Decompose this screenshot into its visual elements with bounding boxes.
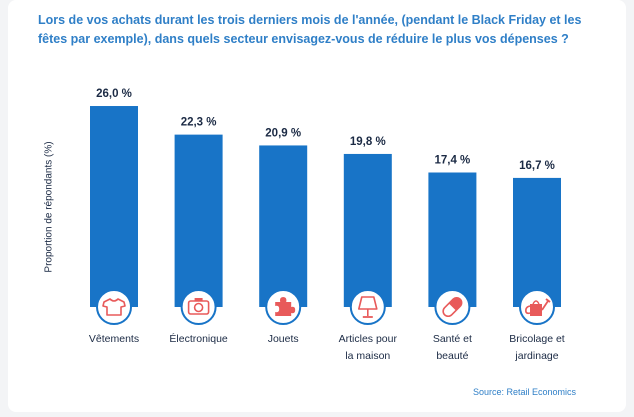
bar-1	[90, 106, 138, 308]
value-label: 19,8 %	[350, 136, 386, 148]
puzzle-icon	[265, 289, 302, 325]
bar-4	[343, 153, 392, 307]
tshirt-icon	[96, 289, 132, 325]
lamp-icon	[349, 289, 386, 325]
category-label: Articles pour la maison	[339, 333, 398, 362]
category-label: Électronique	[169, 332, 228, 345]
camera-icon	[180, 289, 217, 325]
category-label: Vêtements	[89, 333, 139, 345]
value-label: 26,0 %	[96, 88, 132, 100]
category-label: Santé et beauté	[433, 333, 472, 362]
value-label: 22,3 %	[181, 117, 217, 129]
value-label: 16,7 %	[519, 160, 555, 172]
category-label: Bricolage et jardinage	[509, 333, 565, 362]
pill-icon	[434, 289, 471, 325]
chart-title: Lors de vos achats durant les trois dern…	[38, 13, 582, 46]
bar-5	[428, 172, 477, 307]
watering-can-icon	[519, 289, 555, 325]
bar-6	[513, 177, 561, 307]
bar-2	[174, 134, 223, 307]
bar-3	[259, 145, 308, 307]
value-label: 20,9 %	[265, 127, 301, 139]
category-label: Jouets	[268, 333, 299, 345]
value-label: 17,4 %	[434, 154, 470, 166]
source-note: Source: Retail Economics	[472, 387, 576, 397]
